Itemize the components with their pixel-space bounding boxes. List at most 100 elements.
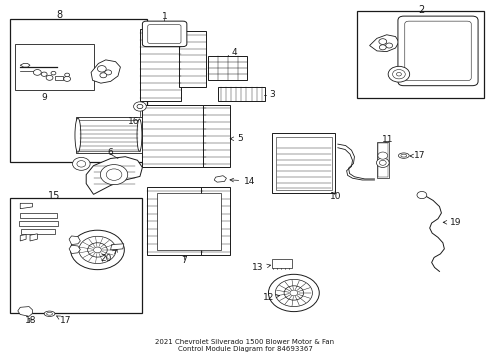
Polygon shape [30, 234, 37, 241]
Text: 2021 Chevrolet Silverado 1500 Blower Motor & Fan
Control Module Diagram for 8469: 2021 Chevrolet Silverado 1500 Blower Mot… [155, 339, 335, 352]
Polygon shape [86, 157, 143, 194]
Ellipse shape [47, 312, 52, 315]
Circle shape [88, 243, 107, 257]
Text: 18: 18 [25, 316, 37, 325]
Text: 8: 8 [56, 10, 62, 20]
Circle shape [378, 152, 388, 159]
Bar [10, 198, 143, 313]
Circle shape [71, 230, 124, 270]
Bar [76, 117, 143, 153]
Circle shape [379, 45, 386, 50]
Circle shape [388, 66, 410, 82]
Bar [157, 193, 220, 250]
Bar [218, 87, 265, 101]
Circle shape [46, 75, 53, 80]
Circle shape [98, 66, 106, 72]
Bar [378, 143, 388, 177]
Circle shape [65, 73, 70, 77]
Circle shape [379, 39, 387, 44]
Bar [377, 142, 389, 178]
Bar [272, 259, 293, 268]
Text: 2: 2 [418, 5, 424, 15]
Text: 6: 6 [108, 148, 114, 157]
Bar [19, 221, 58, 226]
Circle shape [396, 72, 401, 76]
Polygon shape [18, 307, 32, 316]
Text: 12: 12 [263, 293, 280, 302]
Polygon shape [69, 236, 80, 244]
Text: 10: 10 [330, 192, 341, 201]
Circle shape [386, 43, 392, 48]
Circle shape [376, 158, 389, 167]
FancyBboxPatch shape [398, 16, 478, 86]
Polygon shape [91, 60, 121, 83]
Circle shape [284, 286, 304, 300]
Text: 14: 14 [230, 176, 256, 185]
FancyBboxPatch shape [405, 21, 471, 81]
Circle shape [379, 160, 386, 165]
Bar [143, 105, 206, 167]
Polygon shape [369, 35, 399, 51]
Text: 17: 17 [410, 152, 426, 161]
Circle shape [275, 279, 313, 307]
Circle shape [105, 70, 112, 75]
Polygon shape [214, 176, 226, 182]
Circle shape [64, 76, 71, 81]
Circle shape [41, 72, 47, 76]
Polygon shape [111, 244, 124, 250]
Circle shape [290, 290, 298, 296]
Bar [15, 44, 94, 90]
Bar [20, 213, 57, 218]
Bar [21, 229, 55, 234]
Ellipse shape [398, 153, 409, 158]
Text: 1: 1 [162, 12, 167, 21]
Bar [208, 56, 247, 80]
Circle shape [94, 247, 101, 253]
Circle shape [134, 102, 147, 111]
Polygon shape [20, 234, 26, 241]
Bar [147, 187, 203, 255]
Ellipse shape [44, 311, 55, 316]
Text: 20: 20 [100, 250, 117, 263]
Circle shape [33, 69, 41, 75]
Polygon shape [69, 245, 80, 253]
Text: 7: 7 [181, 256, 187, 265]
Circle shape [100, 73, 107, 78]
Text: 13: 13 [252, 264, 270, 273]
Bar [357, 12, 485, 98]
Circle shape [100, 165, 128, 185]
Text: 19: 19 [443, 218, 462, 227]
Text: 4: 4 [231, 48, 237, 57]
Polygon shape [20, 203, 32, 209]
Bar [140, 30, 181, 101]
Text: 15: 15 [48, 191, 61, 201]
Circle shape [417, 192, 427, 199]
Circle shape [137, 104, 143, 109]
Ellipse shape [401, 154, 407, 157]
Circle shape [79, 236, 116, 264]
Bar [276, 136, 332, 190]
Text: 11: 11 [382, 135, 394, 144]
Text: 9: 9 [42, 93, 48, 102]
Text: 17: 17 [56, 316, 72, 325]
Circle shape [269, 274, 319, 312]
Polygon shape [20, 63, 30, 67]
Circle shape [77, 161, 86, 167]
Bar [201, 187, 230, 255]
Polygon shape [55, 76, 63, 80]
Bar [10, 19, 147, 162]
Bar [179, 31, 206, 87]
FancyBboxPatch shape [143, 21, 187, 46]
Circle shape [106, 169, 122, 180]
Circle shape [51, 71, 56, 75]
Circle shape [392, 69, 405, 79]
Text: 3: 3 [269, 90, 275, 99]
Text: 5: 5 [230, 134, 243, 143]
Bar [79, 120, 140, 150]
Circle shape [73, 157, 90, 170]
Bar [272, 134, 335, 193]
FancyBboxPatch shape [148, 25, 181, 43]
Ellipse shape [137, 119, 142, 151]
Ellipse shape [75, 118, 81, 152]
Bar [203, 105, 230, 167]
